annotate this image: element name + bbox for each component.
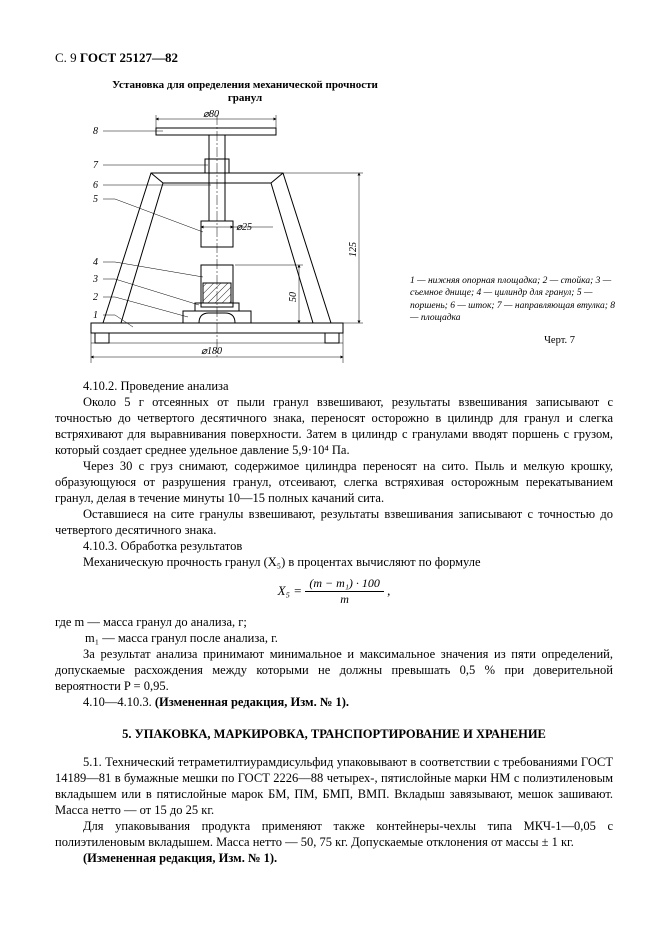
para-5-1: 5.1. Технический тетраметилтиурамдисульф… [55,754,613,818]
svg-text:⌀80: ⌀80 [203,109,219,120]
figure-number: Черт. 7 [410,334,615,348]
where-line1: где m — масса гранул до анализа, г; [55,614,613,630]
svg-text:8: 8 [93,126,98,137]
figure-7: ⌀80 ⌀25 [55,107,615,372]
formula-x5: X₅ = (m − m₁) · 100 m , [55,576,613,608]
para-changed-1: 4.10—4.10.3. (Измененная редакция, Изм. … [55,694,613,710]
svg-text:⌀25: ⌀25 [236,222,252,233]
para-result: За результат анализа принимают минимальн… [55,646,613,694]
para-4-10-2a: Около 5 г отсеянных от пыли гранул взвеш… [55,394,613,458]
para-changed-2: (Измененная редакция, Изм. № 1). [55,850,613,866]
para-4-10-3a: Механическую прочность гранул (X₅) в про… [55,554,613,570]
svg-text:6: 6 [93,180,98,191]
where-line2: m₁ — масса гранул после анализа, г. [55,630,613,646]
svg-text:⌀180: ⌀180 [201,346,222,357]
figure-svg: ⌀80 ⌀25 [43,107,423,372]
para-4-10-2-head: 4.10.2. Проведение анализа [55,378,613,394]
para-4-10-2c: Оставшиеся на сите гранулы взвешивают, р… [55,506,613,538]
svg-text:7: 7 [93,160,99,171]
para-4-10-2b: Через 30 с груз снимают, содержимое цили… [55,458,613,506]
svg-text:125: 125 [348,242,359,257]
svg-text:50: 50 [288,292,299,302]
svg-text:4: 4 [93,257,98,268]
svg-text:3: 3 [92,274,98,285]
section-5-title: 5. УПАКОВКА, МАРКИРОВКА, ТРАНСПОРТИРОВАН… [55,726,613,742]
doc-code: ГОСТ 25127—82 [80,50,178,65]
page-header: С. 9 ГОСТ 25127—82 [55,50,613,67]
svg-text:2: 2 [93,292,98,303]
para-5-1b: Для упаковывания продукта применяют такж… [55,818,613,850]
page-number: С. 9 [55,50,77,65]
svg-text:1: 1 [93,310,98,321]
figure-title: Установка для определения механической п… [95,79,395,105]
svg-text:5: 5 [93,194,98,205]
figure-legend: 1 — нижняя опорная площадка; 2 — стойка;… [410,276,615,323]
para-4-10-3-head: 4.10.3. Обработка результатов [55,538,613,554]
